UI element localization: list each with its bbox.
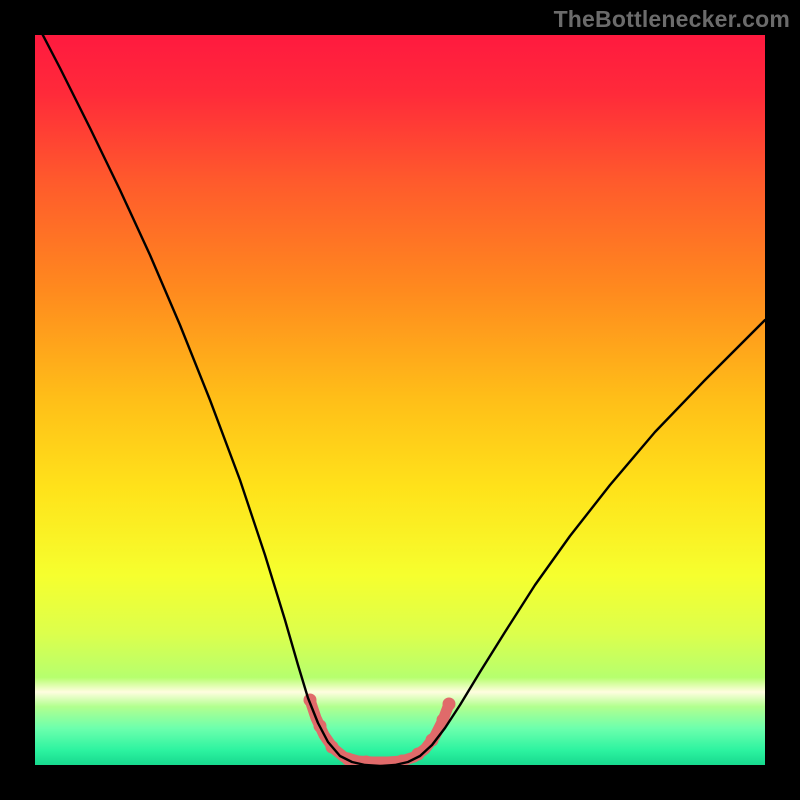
plot-area [35,35,765,765]
chart-stage: TheBottlenecker.com [0,0,800,800]
chart-svg [0,0,800,800]
highlight-dot [443,698,456,711]
watermark-text: TheBottlenecker.com [554,6,790,33]
